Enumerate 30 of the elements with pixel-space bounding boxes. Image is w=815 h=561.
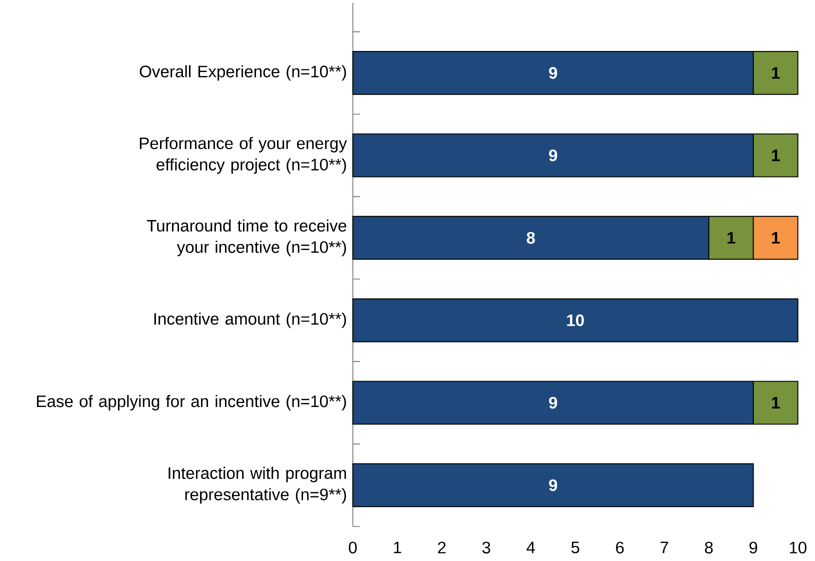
bar	[352, 463, 754, 507]
x-tick-label: 5	[571, 542, 580, 554]
y-tick-label: Incentive amount (n=10**)	[154, 312, 346, 328]
y-tick-label: Overall Experience (n=10**)	[140, 65, 346, 80]
data-label: 10	[567, 314, 584, 326]
data-label: 1	[772, 67, 780, 78]
data-label: 1	[772, 232, 780, 244]
data-label: 9	[549, 396, 558, 408]
y-tick-label: Performance of your energy efficiency project (n=10**)	[140, 136, 347, 174]
x-tick-label: 0	[348, 542, 357, 554]
x-tick-label: 4	[526, 542, 535, 553]
data-label: 9	[549, 479, 558, 491]
x-tick-label: 9	[750, 542, 758, 554]
data-label: 9	[549, 66, 558, 79]
data-label: 9	[549, 149, 558, 162]
y-tick-label: Interaction with program representative (n=9**)	[168, 466, 346, 504]
x-tick-label: 2	[438, 542, 446, 554]
x-tick-label: 8	[704, 542, 713, 554]
x-tick-label: 3	[482, 542, 490, 554]
y-tick-label: Ease of applying for an incentive (n=10**)	[37, 394, 346, 410]
y-tick-label: Turnaround time to receive your incentive (n=10**)	[146, 219, 346, 256]
data-label: 1	[772, 396, 780, 408]
x-tick-label: 6	[616, 542, 624, 554]
data-label: 1	[728, 232, 736, 244]
x-tick-label: 7	[660, 542, 668, 553]
data-label: 1	[772, 150, 780, 161]
data-label: 8	[526, 232, 535, 244]
x-tick-label: 1	[394, 542, 402, 553]
bar	[352, 298, 798, 342]
x-tick-label: 10	[790, 542, 806, 554]
